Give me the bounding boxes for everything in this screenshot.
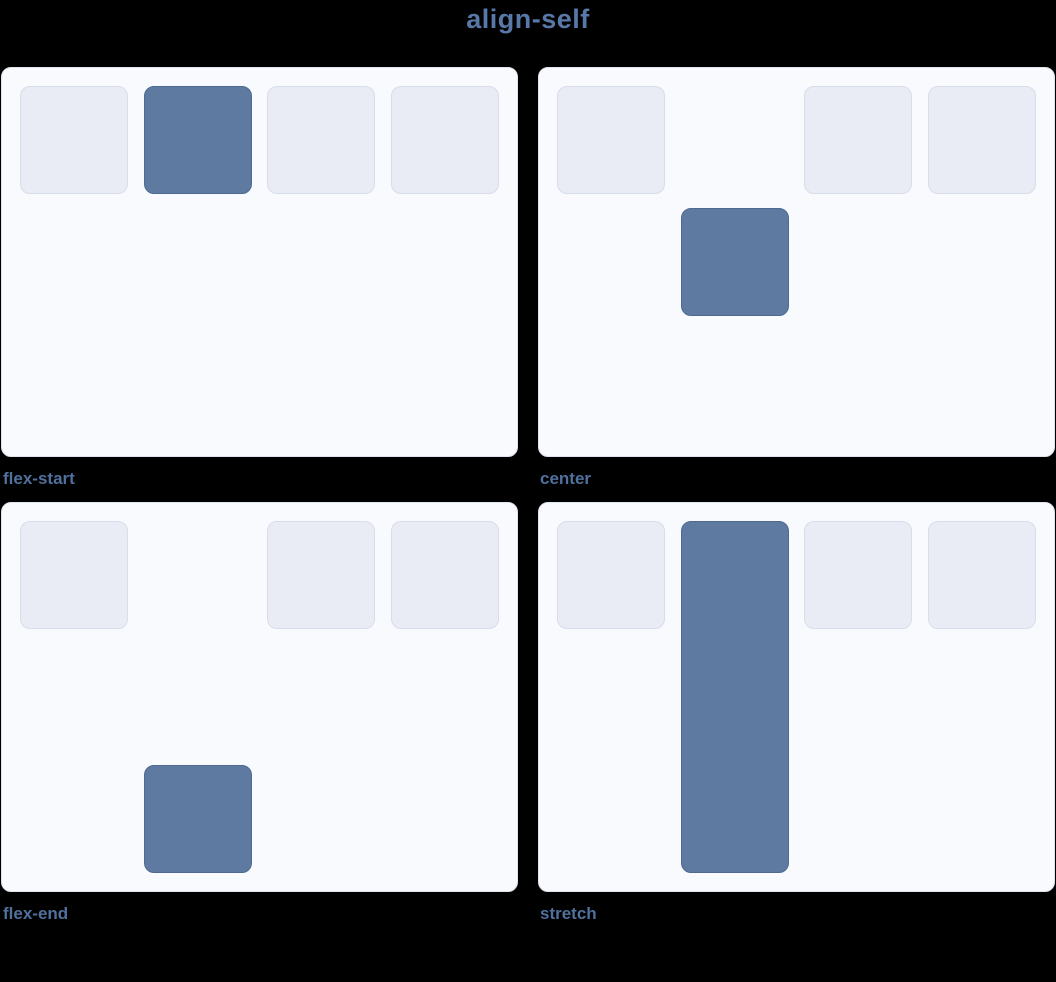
flex-item bbox=[927, 521, 1036, 629]
example-flex-end: flex-end bbox=[1, 502, 518, 937]
flex-container-demo bbox=[538, 502, 1055, 892]
flex-item bbox=[20, 86, 128, 194]
flex-container-demo bbox=[1, 67, 518, 457]
page: align-self flex-start center bbox=[0, 5, 1056, 937]
flex-container-demo bbox=[538, 67, 1055, 457]
flex-item bbox=[267, 521, 376, 629]
example-flex-start: flex-start bbox=[1, 67, 518, 502]
flex-item bbox=[557, 86, 665, 194]
panel-caption: flex-end bbox=[3, 904, 69, 923]
flex-item bbox=[804, 86, 913, 194]
flex-item bbox=[267, 86, 376, 194]
flex-item bbox=[557, 521, 665, 629]
flex-item-highlighted bbox=[143, 86, 252, 194]
flex-item bbox=[390, 86, 499, 194]
flex-item-highlighted bbox=[143, 765, 252, 873]
flex-item bbox=[927, 86, 1036, 194]
panel-caption: flex-start bbox=[3, 469, 75, 488]
example-stretch: stretch bbox=[538, 502, 1055, 937]
panel-caption: stretch bbox=[540, 904, 597, 923]
flex-item bbox=[390, 521, 499, 629]
flex-item-highlighted bbox=[680, 208, 789, 316]
flex-item bbox=[20, 521, 128, 629]
flex-item bbox=[804, 521, 913, 629]
examples-grid: flex-start center flex-end bbox=[1, 67, 1055, 937]
panel-caption: center bbox=[540, 469, 592, 488]
page-title: align-self bbox=[466, 4, 590, 34]
example-center: center bbox=[538, 67, 1055, 502]
flex-item-highlighted bbox=[680, 521, 789, 873]
flex-container-demo bbox=[1, 502, 518, 892]
